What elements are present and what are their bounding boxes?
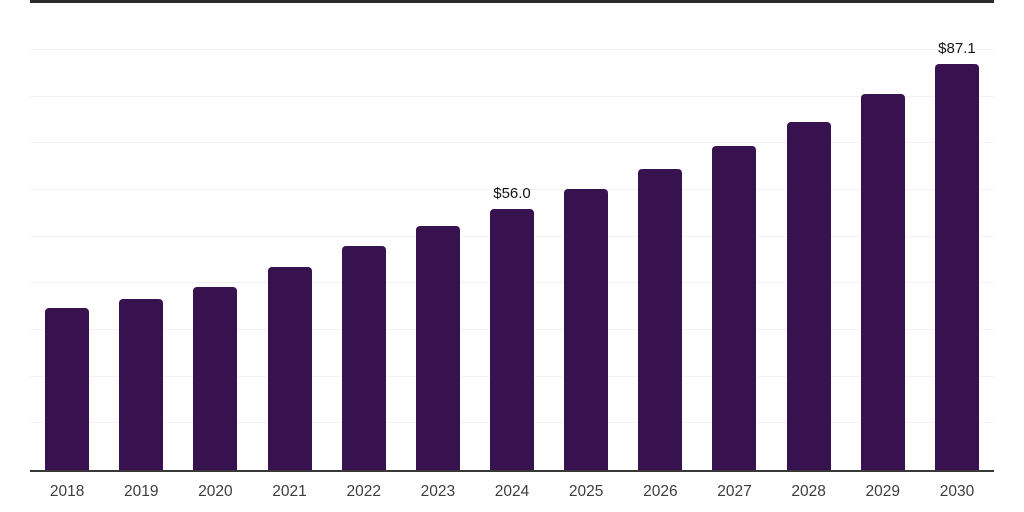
- bar-2026: [638, 169, 683, 470]
- bars-row: $56.0 $87.1: [30, 0, 994, 470]
- bar-slot-2028: [772, 0, 846, 470]
- gridline: [30, 95, 994, 97]
- bar-slot-2024: $56.0: [475, 0, 549, 470]
- gridline: [30, 142, 994, 144]
- bar-2029: [860, 94, 905, 470]
- chart-top-border-line: [30, 0, 994, 3]
- x-tick-2029: 2029: [865, 483, 901, 500]
- bar-2018: [45, 307, 90, 470]
- x-tick-2019: 2019: [123, 483, 159, 500]
- bar-2028: [786, 122, 831, 470]
- x-tick-2030: 2030: [939, 483, 975, 500]
- bar-2020: [193, 286, 238, 470]
- x-tick-2024: 2024: [494, 483, 530, 500]
- x-tick-2021: 2021: [272, 483, 307, 500]
- x-tick-2020: 2020: [198, 483, 233, 500]
- bar-slot-2026: [623, 0, 697, 470]
- bar-2024: [490, 208, 535, 470]
- bar-2030: [934, 63, 979, 470]
- gridline: [30, 189, 994, 190]
- bar-slot-2019: [104, 0, 178, 470]
- bar-2023: [415, 226, 460, 470]
- x-tick-2022: 2022: [346, 483, 381, 500]
- bar-slot-2025: [549, 0, 623, 470]
- bar-2027: [712, 146, 757, 470]
- bar-2022: [341, 246, 386, 470]
- bar-2019: [119, 298, 164, 470]
- bar-2021: [267, 267, 312, 470]
- bar-slot-2023: [401, 0, 475, 470]
- x-tick-2028: 2028: [791, 483, 826, 500]
- x-tick-2018: 2018: [49, 483, 85, 500]
- x-tick-2027: 2027: [717, 483, 752, 500]
- bar-slot-2021: [252, 0, 326, 470]
- bar-value-label-2030: $87.1: [938, 39, 976, 57]
- bar-slot-2029: [846, 0, 920, 470]
- gridline: [30, 49, 994, 50]
- bar-slot-2030: $87.1: [920, 0, 994, 470]
- x-tick-2025: 2025: [568, 483, 604, 500]
- bar-slot-2018: [30, 0, 104, 470]
- bar-slot-2022: [327, 0, 401, 470]
- bar-value-label-2024: $56.0: [493, 184, 531, 202]
- bar-slot-2020: [178, 0, 252, 470]
- x-tick-2026: 2026: [643, 483, 678, 500]
- bar-2025: [564, 188, 609, 470]
- plot-area: $56.0 $87.1: [30, 0, 994, 472]
- x-axis-labels: 2018 2019 2020 2021 2022 2023 2024 2025 2026 2027…: [30, 483, 994, 501]
- x-tick-2023: 2023: [420, 483, 456, 500]
- bar-slot-2027: [697, 0, 771, 470]
